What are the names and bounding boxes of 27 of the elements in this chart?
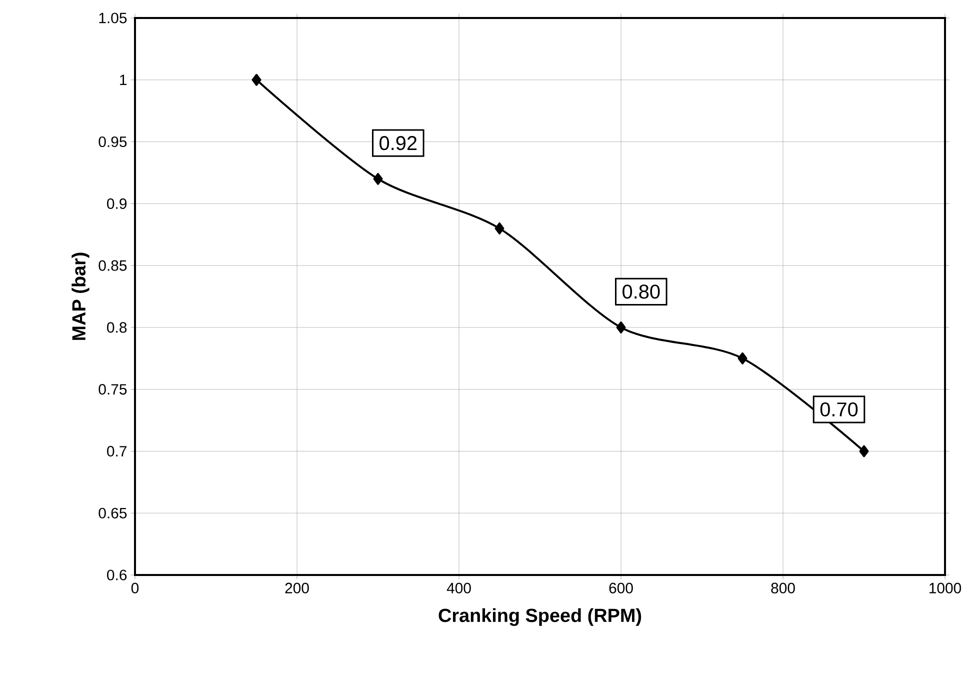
y-tick-label: 1.05 [99,12,127,24]
y-tick-label: 1 [120,74,126,86]
data-label: 0.80 [622,284,660,299]
point [738,352,748,364]
x-axis-title: Cranking Speed (RPM) [438,608,642,626]
x-tick-label: 0 [131,582,139,594]
y-axis-title: MAP (bar) [72,252,90,340]
y-tick-label: 0.85 [98,260,127,271]
data-label: 0.92 [380,136,417,150]
x-tick-label: 200 [285,582,309,594]
point [616,321,626,334]
x-tick-label: 600 [609,582,633,594]
y-tick-label: 0.75 [98,384,127,395]
x-tick-label: 1000 [930,582,962,594]
y-tick-label: 0.9 [107,198,127,209]
y-tick-label: 0.95 [98,136,127,148]
data-label: 0.70 [820,402,858,416]
y-tick-label: 0.7 [107,446,126,457]
x-tick-label: 800 [771,582,795,594]
y-tick-label: 0.65 [98,508,127,518]
y-tick-label: 0.8 [107,322,127,333]
point [494,222,504,234]
y-tick-label: 0.6 [107,570,127,580]
x-tick-label: 400 [446,582,471,594]
point [252,74,262,86]
point [859,445,869,458]
point [373,172,383,185]
